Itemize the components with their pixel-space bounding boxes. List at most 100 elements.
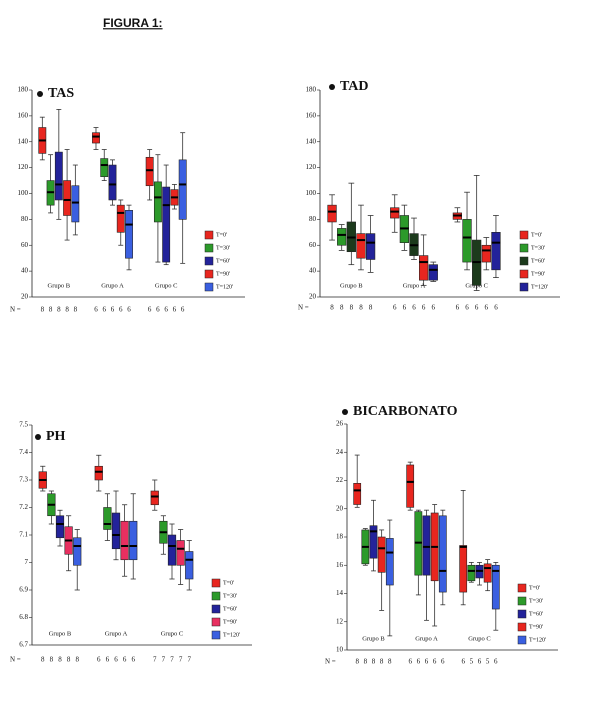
- box: [337, 228, 347, 246]
- n-value: 7: [170, 656, 174, 664]
- y-tick-label: 7.1: [19, 531, 28, 539]
- n-value: 8: [75, 656, 79, 664]
- n-value: 8: [41, 306, 45, 314]
- y-tick-label: 20: [336, 504, 344, 512]
- n-value: 6: [119, 306, 123, 314]
- legend-label: T=90': [529, 624, 543, 630]
- box: [419, 255, 429, 281]
- legend-label: T=90': [531, 271, 545, 277]
- n-value: 8: [57, 306, 61, 314]
- n-value: 8: [50, 656, 54, 664]
- group-label: Grupo C: [161, 630, 184, 637]
- group-label: Grupo C: [155, 282, 178, 289]
- n-value: 6: [102, 306, 106, 314]
- group-label: Grupo B: [362, 635, 385, 642]
- title-bullet: [342, 409, 348, 415]
- y-tick-label: 180: [18, 86, 29, 94]
- box: [178, 159, 187, 220]
- y-tick-label: 100: [18, 189, 29, 197]
- n-value: 8: [67, 656, 71, 664]
- n-value: 6: [156, 306, 160, 314]
- box: [459, 545, 468, 593]
- box: [481, 244, 491, 263]
- group-label: Grupo A: [415, 635, 438, 642]
- box: [185, 551, 194, 580]
- y-tick-label: 10: [336, 646, 344, 654]
- n-value: 6: [173, 306, 177, 314]
- n-value: 6: [494, 658, 498, 666]
- box: [54, 151, 63, 201]
- legend-label: T=0': [223, 580, 234, 586]
- y-tick-label: 18: [336, 533, 344, 541]
- legend-swatch: [519, 269, 529, 279]
- n-value: 8: [350, 304, 354, 312]
- n-value: 6: [494, 304, 498, 312]
- y-tick-label: 7.2: [19, 503, 28, 511]
- legend-label: T=30': [223, 593, 237, 599]
- box: [108, 164, 117, 201]
- y-tick-label: 7: [25, 558, 29, 566]
- y-tick-label: 120: [18, 163, 29, 171]
- group-label: Grupo A: [101, 282, 124, 289]
- n-value: 6: [114, 656, 118, 664]
- n-value: 6: [393, 304, 397, 312]
- n-value: 8: [58, 656, 62, 664]
- n-value: 6: [111, 306, 115, 314]
- n-value: 6: [106, 656, 110, 664]
- legend-label: T=120': [223, 632, 240, 638]
- n-value: 6: [181, 306, 185, 314]
- title-bullet: [35, 434, 41, 440]
- n-value: 6: [461, 658, 465, 666]
- box: [167, 534, 177, 566]
- legend-label: T=30': [529, 598, 543, 604]
- n-value: 6: [412, 304, 416, 312]
- legend-swatch: [204, 230, 214, 240]
- y-tick-label: 7.4: [19, 448, 28, 456]
- n-value: 8: [355, 658, 359, 666]
- box: [390, 207, 400, 219]
- legend-swatch: [204, 269, 214, 279]
- box: [438, 515, 447, 593]
- box: [428, 264, 438, 281]
- n-value: 7: [162, 656, 166, 664]
- box: [116, 204, 125, 233]
- legend-swatch: [211, 630, 221, 640]
- y-tick-label: 26: [336, 420, 344, 428]
- n-value: 8: [340, 304, 344, 312]
- y-tick-label: 160: [306, 111, 317, 119]
- legend-swatch: [517, 583, 527, 593]
- box: [327, 204, 337, 223]
- legend-label: T=30': [216, 245, 230, 251]
- legend-swatch: [211, 617, 221, 627]
- n-value: 8: [330, 304, 334, 312]
- box: [63, 180, 72, 216]
- y-tick-label: 120: [306, 163, 317, 171]
- y-tick-label: 40: [21, 267, 29, 275]
- y-tick-label: 60: [21, 241, 29, 249]
- group-label: Grupo A: [403, 282, 426, 289]
- n-value: 6: [127, 306, 131, 314]
- n-value: 6: [422, 304, 426, 312]
- n-value: 6: [403, 304, 407, 312]
- box: [111, 512, 121, 550]
- box: [462, 219, 472, 263]
- chart-title: TAS: [48, 86, 74, 101]
- legend-label: T=60': [529, 611, 543, 617]
- box: [150, 490, 159, 506]
- box: [176, 540, 185, 566]
- n-label: N =: [298, 304, 309, 312]
- legend-swatch: [517, 609, 527, 619]
- box: [100, 158, 109, 177]
- n-value: 6: [441, 658, 445, 666]
- box: [491, 232, 501, 271]
- legend-label: T=120': [216, 284, 233, 290]
- y-tick-label: 14: [336, 589, 344, 597]
- legend-swatch: [517, 635, 527, 645]
- n-value: 6: [485, 304, 489, 312]
- box: [377, 536, 386, 573]
- n-label: N =: [10, 656, 21, 664]
- n-value: 8: [359, 304, 363, 312]
- y-tick-label: 140: [306, 137, 317, 145]
- legend-label: T=90': [216, 271, 230, 277]
